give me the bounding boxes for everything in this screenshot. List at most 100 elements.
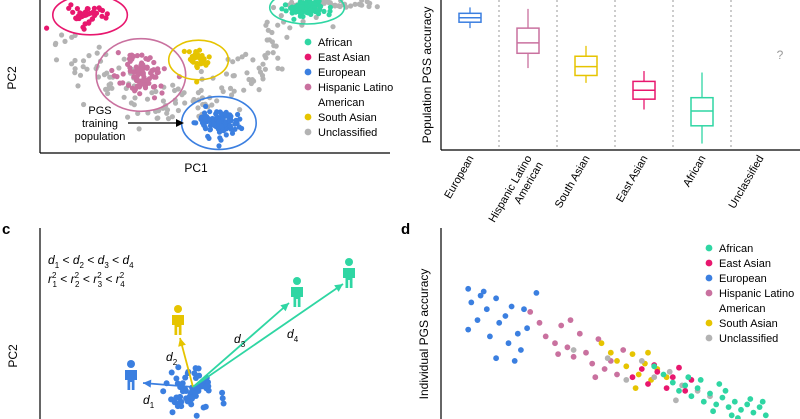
annotation-arrowhead: [176, 119, 184, 127]
distance-arrow: [192, 302, 290, 388]
point-unclassified: [666, 368, 673, 375]
point-east-asian: [654, 368, 661, 375]
point-east-asian: [103, 15, 109, 21]
point-hispanic-latino-american: [536, 319, 543, 326]
point-hispanic-latino-american: [150, 84, 157, 90]
formula-sub: 4: [129, 261, 134, 270]
ellipse-hispanic-latino-american: [95, 37, 187, 113]
legend-dot-south-asian: [304, 113, 312, 121]
point-hispanic-latino-american: [155, 66, 161, 72]
point-hispanic-latino-american: [558, 322, 565, 329]
point-african: [713, 401, 720, 408]
point-hispanic-latino-american: [125, 82, 132, 88]
point-south-asian: [623, 363, 630, 370]
point-european: [220, 115, 226, 121]
formula-sub: 3: [104, 261, 109, 270]
point-unclassified: [673, 397, 679, 404]
point-european: [229, 130, 236, 136]
point-hispanic-latino-american: [130, 69, 137, 75]
point-unclassified: [108, 81, 114, 87]
point-european: [223, 132, 229, 138]
point-unclassified: [95, 74, 102, 80]
point-european: [184, 398, 191, 405]
distance-arrow: [192, 283, 344, 388]
point-unclassified: [243, 51, 249, 58]
point-unclassified: [198, 68, 204, 75]
panel-c-ylabel: PC2: [6, 344, 20, 368]
point-hispanic-latino-american: [140, 62, 146, 68]
person-icon: [291, 277, 303, 307]
legend-dot-unclassified: [304, 128, 312, 136]
point-unclassified: [271, 43, 277, 49]
point-european: [502, 313, 509, 319]
point-unclassified: [313, 14, 319, 20]
point-unclassified: [241, 87, 247, 93]
point-unclassified: [237, 107, 243, 113]
point-african: [308, 7, 314, 13]
distance-sub: 3: [241, 340, 246, 349]
point-unclassified: [604, 355, 611, 362]
distance-label-2: d2: [166, 350, 178, 367]
point-unclassified: [235, 56, 241, 62]
point-european: [232, 121, 238, 127]
point-european: [191, 370, 198, 377]
panel-a-points: [44, 0, 380, 149]
legend-dot-european: [705, 274, 713, 282]
point-african: [716, 381, 723, 387]
point-european: [169, 409, 176, 416]
point-unclassified: [275, 55, 281, 61]
point-hispanic-latino-american: [143, 77, 149, 83]
point-hispanic-latino-american: [137, 81, 143, 87]
formula-var: r: [71, 272, 76, 286]
point-unclassified: [198, 87, 204, 93]
point-european: [237, 116, 243, 122]
point-unclassified: [164, 107, 171, 113]
point-european: [518, 347, 524, 353]
point-european: [176, 400, 183, 407]
legend-dot-african: [705, 244, 713, 252]
point-european: [193, 412, 200, 419]
point-unclassified: [284, 34, 290, 40]
point-unclassified: [279, 66, 285, 72]
point-hispanic-latino-american: [570, 353, 577, 360]
point-hispanic-latino-american: [159, 90, 165, 96]
point-hispanic-latino-american: [589, 360, 596, 367]
legend-dot-hispanic-latino-american: [705, 289, 713, 297]
point-african: [728, 412, 735, 419]
point-african: [321, 8, 327, 14]
person-head-icon: [293, 277, 301, 285]
legend-label-hispanic-latino-american: Hispanic Latino: [318, 82, 393, 94]
distance-sub: 1: [150, 401, 155, 410]
point-european: [216, 143, 222, 149]
point-african: [308, 11, 314, 17]
point-african: [756, 404, 763, 410]
point-european: [533, 290, 540, 296]
legend-label-south-asian: South Asian: [318, 112, 377, 124]
point-unclassified: [195, 105, 201, 111]
point-african: [738, 406, 744, 413]
point-south-asian: [607, 349, 614, 356]
point-european: [206, 135, 212, 141]
point-unclassified: [160, 98, 166, 104]
ellipse-east-asian: [51, 0, 129, 36]
point-european: [201, 122, 207, 128]
point-european: [218, 111, 224, 117]
point-east-asian: [68, 2, 74, 8]
legend-label-south-asian: South Asian: [719, 318, 778, 330]
point-unclassified: [72, 70, 78, 76]
point-european: [483, 306, 490, 313]
point-hispanic-latino-american: [151, 95, 158, 101]
point-unclassified: [264, 37, 270, 43]
formula-var: d: [122, 253, 129, 267]
tick-label: African: [681, 154, 709, 190]
point-unclassified: [121, 94, 127, 100]
point-unclassified: [275, 22, 281, 28]
box-hispanic-latino-american: [516, 27, 540, 55]
point-african: [316, 0, 322, 4]
point-unclassified: [94, 50, 100, 56]
point-european: [195, 365, 202, 372]
person-body-icon: [172, 315, 184, 335]
person-icon: [343, 258, 355, 288]
point-hispanic-latino-american: [564, 344, 571, 351]
